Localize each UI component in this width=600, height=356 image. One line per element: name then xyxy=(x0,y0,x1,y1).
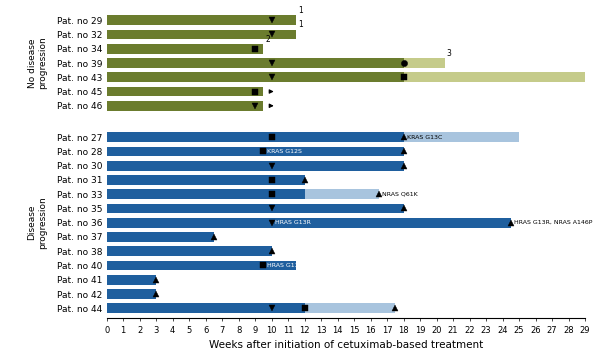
Text: 1: 1 xyxy=(298,20,303,29)
Text: Disease
progression: Disease progression xyxy=(28,197,47,249)
X-axis label: Weeks after initiation of cetuximab-based treatment: Weeks after initiation of cetuximab-base… xyxy=(209,340,483,350)
Text: KRAS G13C: KRAS G13C xyxy=(407,135,442,140)
Text: 1: 1 xyxy=(298,6,303,15)
Bar xyxy=(107,44,263,54)
Bar xyxy=(107,175,305,185)
Bar xyxy=(107,161,404,171)
Bar xyxy=(107,189,305,199)
Text: HRAS G13R: HRAS G13R xyxy=(275,220,311,225)
Bar xyxy=(404,72,585,82)
Text: No disease
progression: No disease progression xyxy=(28,37,47,89)
Bar xyxy=(107,87,263,96)
Text: HRAS G13R: HRAS G13R xyxy=(266,263,302,268)
Bar xyxy=(107,58,404,68)
Bar xyxy=(107,101,263,111)
Text: HRAS G13R, NRAS A146P: HRAS G13R, NRAS A146P xyxy=(514,220,592,225)
Bar xyxy=(107,30,296,39)
Bar xyxy=(107,15,296,25)
Text: HRAS G13R: HRAS G13R xyxy=(275,249,311,254)
Bar xyxy=(107,218,511,227)
Bar xyxy=(107,72,404,82)
Text: 2: 2 xyxy=(265,35,270,43)
Bar xyxy=(107,132,404,142)
Text: NRAS Q61K: NRAS Q61K xyxy=(382,192,418,197)
Bar xyxy=(107,147,404,156)
Bar xyxy=(305,303,395,313)
Bar xyxy=(305,189,379,199)
Bar xyxy=(404,132,519,142)
Bar xyxy=(107,275,156,284)
Bar xyxy=(107,246,272,256)
Bar xyxy=(107,204,404,213)
Text: KRAS G12S: KRAS G12S xyxy=(266,149,302,154)
Bar xyxy=(404,58,445,68)
Bar xyxy=(107,261,296,270)
Bar xyxy=(107,303,305,313)
Bar xyxy=(107,289,156,299)
Bar xyxy=(107,232,214,242)
Text: 3: 3 xyxy=(446,49,451,58)
